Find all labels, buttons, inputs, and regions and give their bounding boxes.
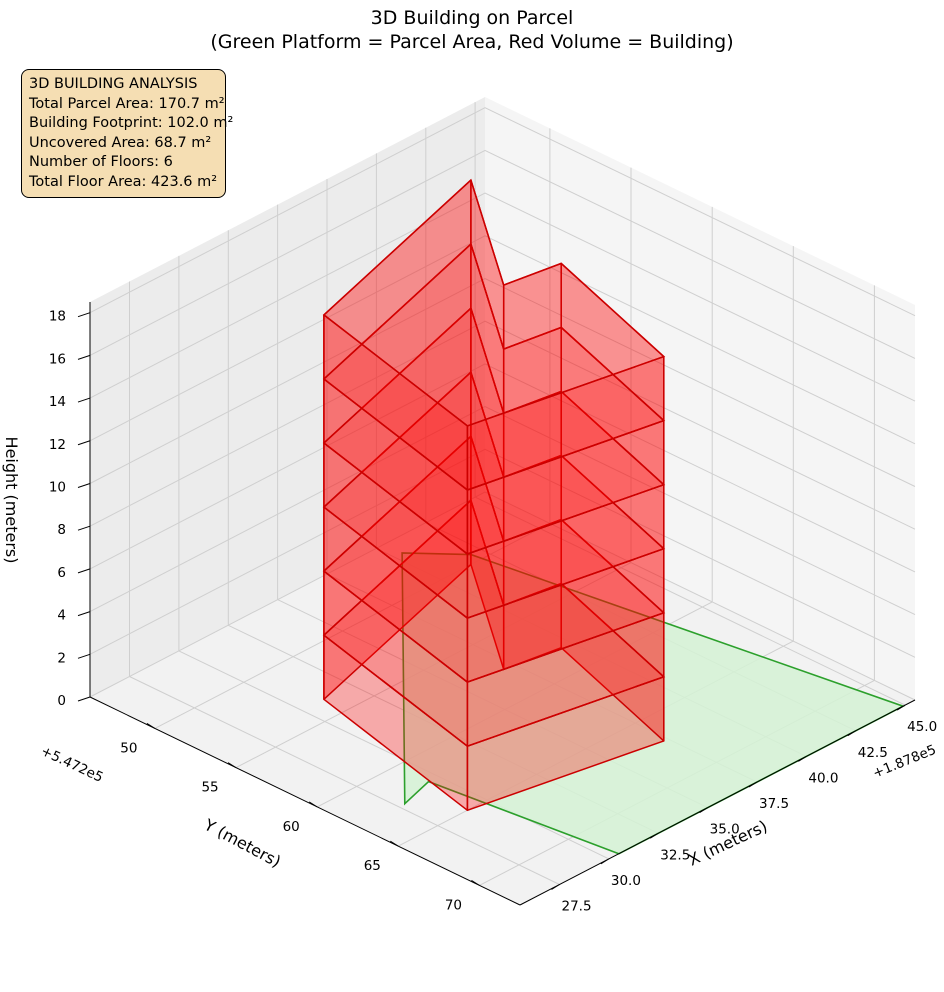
x-tick	[649, 832, 659, 839]
x-tick	[699, 807, 708, 814]
z-axis-label: Height (meters)	[2, 437, 21, 564]
z-tick	[77, 568, 91, 574]
axis-lines	[77, 302, 916, 906]
z-tick-label: 2	[57, 650, 66, 666]
z-tick	[77, 653, 91, 659]
y-tick	[227, 762, 237, 769]
x-tick	[847, 730, 857, 737]
floor-slab	[322, 178, 666, 427]
floor-2	[322, 434, 666, 747]
x-tick-label: 30.0	[611, 873, 641, 889]
x-tick-label: 42.5	[858, 745, 888, 761]
analysis-info-box: 3D BUILDING ANALYSIS Total Parcel Area: …	[21, 69, 234, 198]
info-total-floor-area: Total Floor Area: 423.6 m²	[29, 173, 218, 190]
grid-line-z	[89, 363, 916, 573]
grid-line-z	[89, 448, 916, 658]
z-tick-label: 14	[49, 394, 66, 410]
x-tick	[896, 704, 906, 711]
z-tick	[77, 696, 91, 702]
grid-line-z	[89, 320, 916, 530]
y-tick	[146, 722, 156, 729]
y-tick	[308, 801, 318, 808]
z-tick	[77, 312, 91, 318]
z-tick-label: 0	[57, 693, 66, 709]
z-tick-label: 6	[57, 565, 66, 581]
grid-line-z	[89, 149, 916, 359]
info-building-footprint: Building Footprint: 102.0 m²	[29, 115, 234, 131]
x-tick	[748, 781, 758, 788]
chart-title: 3D Building on Parcel (Green Platform = …	[0, 6, 944, 54]
y-tick-label: 65	[364, 858, 381, 874]
y-axis-line	[89, 696, 521, 906]
grid-line-z	[89, 107, 916, 317]
y-tick-label: 50	[120, 740, 137, 756]
y-tick	[471, 879, 480, 886]
z-tick-label: 18	[49, 309, 66, 325]
pane-left	[90, 97, 485, 697]
z-tick	[77, 397, 91, 403]
building-volume	[322, 178, 666, 812]
info-uncovered-area: Uncovered Area: 68.7 m²	[29, 134, 212, 151]
y-tick-label: 60	[283, 819, 300, 835]
floor-3	[322, 370, 666, 683]
z-tick	[77, 611, 91, 617]
grid-line-z	[89, 491, 916, 701]
z-tick-label: 12	[49, 437, 66, 453]
z-tick	[77, 354, 91, 360]
grid-line-z	[89, 277, 916, 487]
z-tick	[77, 440, 91, 446]
x-tick-label: 45.0	[907, 719, 937, 735]
x-axis-line	[519, 699, 916, 906]
x-tick-label: 40.0	[808, 770, 838, 786]
x-tick	[798, 755, 807, 762]
y-axis-label: Y (meters)	[200, 815, 284, 872]
y-tick	[390, 840, 399, 847]
floor-6	[322, 178, 666, 491]
z-tick-label: 4	[57, 608, 66, 624]
x-tick	[551, 884, 560, 890]
floor-1	[322, 498, 666, 812]
floor-4	[322, 306, 666, 619]
tick-labels: 27.530.032.535.037.540.042.545.050556065…	[49, 309, 937, 915]
y-offset-label: +5.472e5	[38, 743, 105, 786]
z-tick	[77, 525, 91, 531]
info-heading: 3D BUILDING ANALYSIS	[29, 76, 198, 92]
grid-line-z	[89, 235, 916, 445]
y-tick-label: 55	[201, 780, 218, 796]
x-tick-label: 32.5	[660, 847, 690, 863]
x-tick	[600, 858, 610, 865]
z-tick-label: 10	[49, 479, 66, 495]
x-tick-label: 37.5	[759, 796, 789, 812]
y-tick-label: 70	[445, 897, 462, 913]
info-number-of-floors: Number of Floors: 6	[29, 154, 173, 170]
chart-title-line1: 3D Building on Parcel	[370, 7, 574, 29]
x-tick-label: 35.0	[710, 822, 740, 838]
info-parcel-area: Total Parcel Area: 170.7 m²	[29, 95, 225, 112]
z-tick-label: 8	[57, 522, 66, 538]
pane-right	[485, 97, 915, 700]
z-tick-label: 16	[49, 351, 66, 367]
grid-line-z	[89, 406, 916, 616]
grid-line-z	[89, 192, 916, 402]
z-tick	[77, 483, 91, 488]
chart-title-line2: (Green Platform = Parcel Area, Red Volum…	[210, 31, 734, 53]
x-tick-label: 27.5	[562, 899, 592, 915]
floor-5	[322, 242, 666, 555]
